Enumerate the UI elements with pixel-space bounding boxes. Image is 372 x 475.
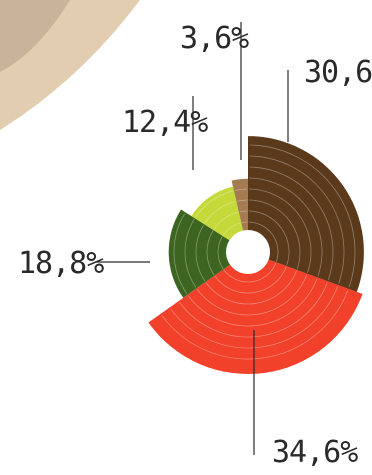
slice-shape — [148, 252, 363, 374]
slice-labels: 30,6% 34,6% 18,8% 12,4% 3,6% — [18, 21, 372, 470]
ring-line — [214, 266, 287, 294]
slice-label: 34,6% — [272, 435, 358, 470]
decor-corner — [0, 0, 140, 130]
ring-line — [239, 210, 248, 213]
ring-line — [249, 188, 312, 273]
ring-line — [241, 221, 248, 224]
ring-line — [204, 201, 236, 224]
ring-line — [173, 213, 188, 294]
ring-line — [248, 221, 279, 262]
ring-line — [217, 236, 224, 270]
slice-3 — [168, 209, 248, 298]
ring-line — [170, 286, 338, 349]
slice-2 — [148, 252, 363, 374]
ring-line — [222, 222, 241, 236]
slice-label: 12,4% — [122, 105, 208, 140]
ring-line — [249, 155, 345, 284]
slice-shape — [248, 136, 364, 292]
ring-line — [195, 190, 233, 218]
ring-line — [161, 290, 349, 360]
ring-line — [188, 278, 318, 327]
slices-group — [148, 136, 364, 374]
ring-line — [196, 274, 308, 316]
ring-line — [249, 144, 356, 288]
ring-line — [249, 177, 323, 277]
slice-label: 3,6% — [180, 21, 249, 56]
slice-shape — [168, 209, 248, 298]
ring-line — [223, 262, 277, 283]
donut-hole — [226, 230, 270, 274]
slice-label: 30,6% — [304, 55, 372, 90]
ring-line — [205, 270, 297, 305]
ring-line — [237, 199, 248, 202]
ring-line — [179, 282, 328, 338]
slice-label: 18,8% — [18, 246, 104, 281]
ring-line — [249, 166, 334, 281]
leader-lines — [96, 22, 289, 455]
ring-line — [206, 230, 215, 276]
ring-line — [234, 188, 247, 191]
slice-1 — [248, 136, 364, 292]
corner-texture — [0, 0, 70, 72]
ring-line — [195, 224, 206, 282]
ring-line — [213, 211, 239, 230]
ring-line — [248, 210, 290, 266]
ring-line — [248, 199, 301, 270]
ring-line — [184, 218, 197, 288]
